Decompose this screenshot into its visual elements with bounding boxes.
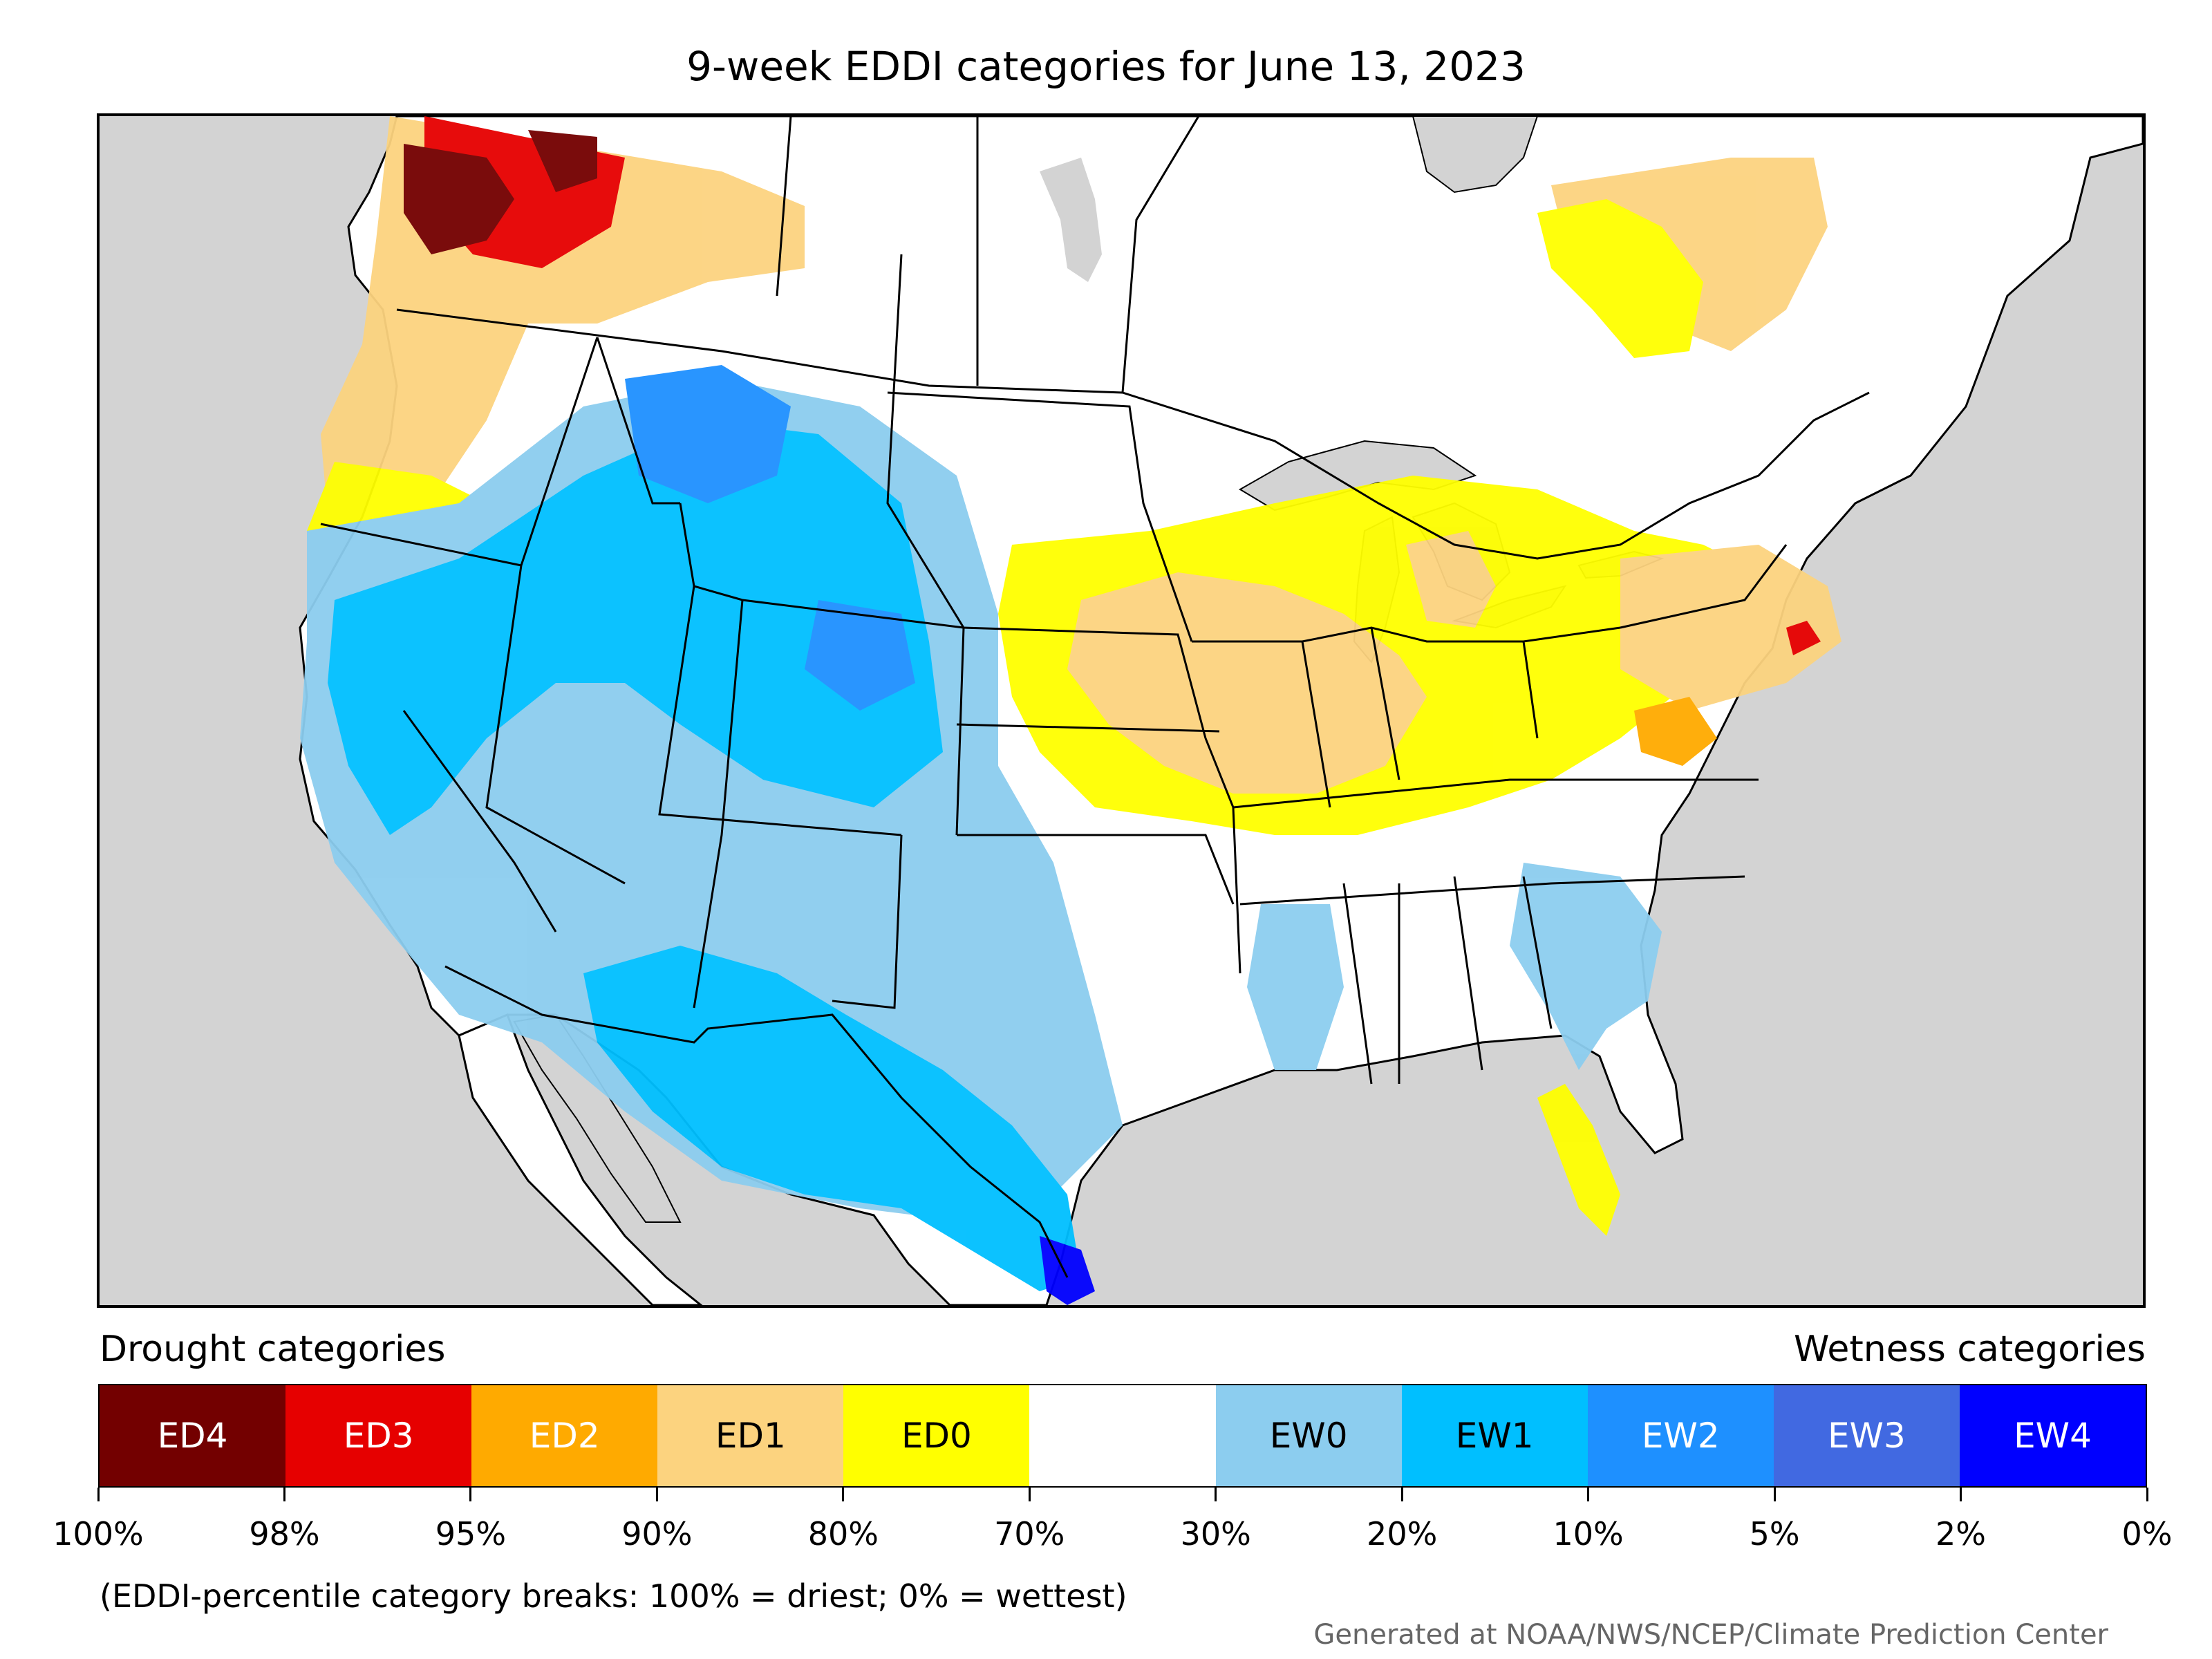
wet-ew0-southeast (1510, 863, 1662, 1070)
colorbar-tick (1400, 1488, 1403, 1501)
drought-ed4-bc (404, 144, 514, 254)
drought-ed2-virginia (1634, 697, 1717, 766)
colorbar-tick-label: 90% (621, 1515, 693, 1553)
colorbar-tick-label: 5% (1749, 1515, 1800, 1553)
drought-ed3-nyc (1786, 621, 1821, 655)
eddi-map (97, 113, 2146, 1308)
map-title: 9-week EDDI categories for June 13, 2023 (686, 43, 1526, 90)
colorbar-tick (1215, 1488, 1217, 1501)
colorbar-tick-label: 100% (53, 1515, 144, 1553)
us-canada-border (396, 308, 1870, 560)
colorbar-ticks (97, 1488, 2148, 1501)
wet-ew0-mississippi (1247, 904, 1344, 1070)
category-overlays (300, 116, 1841, 1305)
state-lines-east (1192, 544, 1788, 1085)
colorbar-tick-label: 2% (1936, 1515, 1987, 1553)
colorbar-tick (1028, 1488, 1031, 1501)
colorbar-tick (1960, 1488, 1962, 1501)
percentile-note: (EDDI-percentile category breaks: 100% =… (100, 1577, 1127, 1615)
province-lines (776, 116, 1200, 393)
credit-line: Generated at NOAA/NWS/NCEP/Climate Predi… (1313, 1619, 2108, 1651)
colorbar-tick (1773, 1488, 1776, 1501)
legend-swatch-ed1: ED1 (657, 1385, 844, 1486)
legend-swatch-ew1: EW1 (1401, 1385, 1588, 1486)
drought-ed0-quebec (1537, 199, 1703, 358)
drought-ed0-florida (1537, 1084, 1620, 1236)
legend-swatch-ew3: EW3 (1773, 1385, 1960, 1486)
us-mexico-border (444, 965, 1069, 1278)
lake-winnipeg (1040, 158, 1102, 282)
wet-ew2-colorado2 (805, 600, 915, 711)
drought-ed1-michigan (1406, 531, 1496, 628)
wetness-categories-heading: Wetness categories (1794, 1329, 2146, 1370)
colorbar-tick (97, 1488, 100, 1501)
legend-swatch-ed3: ED3 (285, 1385, 472, 1486)
hudson-bay-area (1412, 116, 1539, 194)
colorbar-tick (655, 1488, 658, 1501)
legend-swatch-ew2: EW2 (1587, 1385, 1774, 1486)
category-colorbar: ED4 ED3 ED2 ED1 ED0 EW0 EW1 EW2 EW3 EW4 (98, 1384, 2147, 1488)
drought-ed4-bc2 (528, 130, 597, 192)
drought-ed1-midwest (1067, 572, 1427, 794)
drought-ed1-northeast (1620, 545, 1841, 711)
colorbar-tick-label: 95% (435, 1515, 507, 1553)
legend-swatch-ed2: ED2 (471, 1385, 658, 1486)
legend-swatch-ed4: ED4 (100, 1385, 286, 1486)
state-lines-west (320, 337, 965, 1009)
state-lines-central (886, 254, 1241, 974)
legend-swatch-ew4: EW4 (1959, 1385, 2146, 1486)
legend-swatch-ed0: ED0 (843, 1385, 1030, 1486)
colorbar-tick-label: 70% (994, 1515, 1065, 1553)
colorbar-tick-label: 98% (249, 1515, 320, 1553)
wet-ew1-west (328, 420, 943, 835)
land-baja (458, 1013, 703, 1305)
legend-swatch-ew0: EW0 (1215, 1385, 1402, 1486)
drought-categories-heading: Drought categories (100, 1329, 446, 1370)
colorbar-tick-label: 20% (1367, 1515, 1438, 1553)
wet-ew2-colorado (625, 365, 791, 503)
colorbar-tick-label: 0% (2121, 1515, 2173, 1553)
legend-swatch-normal (1029, 1385, 1216, 1486)
colorbar-tick (2146, 1488, 2148, 1501)
colorbar-tick-label: 80% (807, 1515, 879, 1553)
boundaries (320, 116, 1870, 1278)
colorbar-tick-label: 30% (1180, 1515, 1251, 1553)
colorbar-tick (469, 1488, 472, 1501)
colorbar-tick-label: 10% (1553, 1515, 1624, 1553)
colorbar-tick (283, 1488, 285, 1501)
wet-ew4-south-texas (1040, 1236, 1095, 1305)
colorbar-tick (1587, 1488, 1590, 1501)
wet-ew1-texas (583, 946, 1081, 1291)
map-canvas (299, 116, 2143, 1305)
colorbar-tick (842, 1488, 845, 1501)
